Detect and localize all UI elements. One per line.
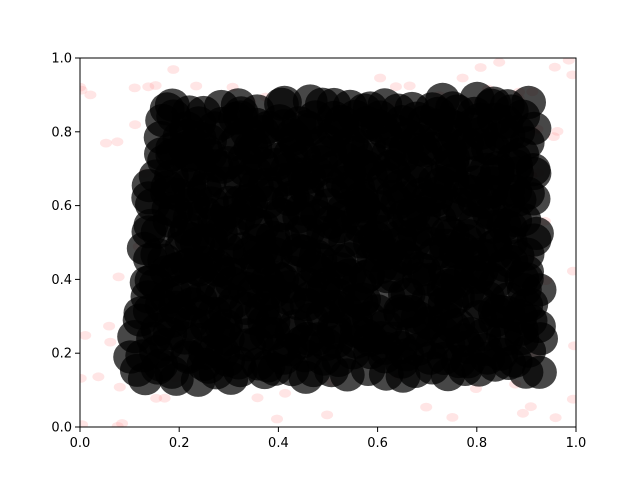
- x-axis: 0.0 0.2 0.4 0.6 0.8 1.0: [70, 427, 587, 451]
- scatter-point-faint: [403, 81, 416, 91]
- scatter-point-faint: [158, 393, 171, 403]
- scatter-point-faint: [566, 70, 576, 80]
- scatter-point-faint: [111, 422, 124, 427]
- scatter-point: [511, 85, 546, 119]
- scatter-point-faint: [111, 137, 124, 147]
- scatter-point-faint: [524, 402, 537, 412]
- scatter-point-faint: [456, 73, 469, 83]
- scatter-point-faint: [551, 126, 564, 136]
- x-tick-label: 0.8: [466, 436, 487, 451]
- scatter-point-faint: [104, 337, 117, 347]
- scatter-point-faint: [493, 58, 506, 67]
- scatter-point-faint: [549, 413, 562, 423]
- scatter-point-faint: [321, 410, 334, 420]
- scatter-point-faint: [142, 82, 155, 92]
- y-tick-label: 0.8: [51, 125, 72, 140]
- y-axis: 0.0 0.2 0.4 0.6 0.8 1.0: [51, 52, 80, 436]
- scatter-point-faint: [190, 81, 203, 91]
- y-tick-label: 0.2: [51, 347, 72, 362]
- scatter-point-faint: [374, 73, 387, 83]
- scatter-point-faint: [128, 83, 141, 93]
- scatter-point-faint: [116, 419, 129, 427]
- x-tick-label: 0.4: [268, 436, 289, 451]
- scatter-point-faint: [92, 372, 105, 382]
- scatter-point-faint: [562, 58, 575, 65]
- scatter-point-faint: [80, 420, 89, 427]
- scatter-point-faint: [80, 374, 87, 383]
- scatter-point-faint: [84, 90, 97, 100]
- y-tick-label: 1.0: [51, 52, 72, 67]
- x-tick-label: 0.6: [367, 436, 388, 451]
- scatter-point-faint: [279, 388, 292, 398]
- scatter-point-faint: [80, 82, 86, 92]
- scatter-point-faint: [389, 82, 402, 92]
- scatter-point-faint: [80, 331, 92, 340]
- scatter-point-faint: [516, 408, 529, 418]
- scatter-point-faint: [149, 81, 162, 90]
- x-tick-label: 1.0: [566, 436, 587, 451]
- scatter-point-faint: [100, 138, 112, 148]
- scatter-point-faint: [271, 414, 283, 424]
- plot-frame: [79, 57, 577, 428]
- scatter-point: [267, 85, 302, 119]
- y-tick-label: 0.4: [51, 273, 72, 288]
- x-tick-label: 0.0: [70, 436, 91, 451]
- scatter-point-faint: [568, 341, 576, 351]
- scatter-point-faint: [420, 402, 433, 412]
- scatter-point-faint: [548, 62, 561, 72]
- y-tick-label: 0.6: [51, 199, 72, 214]
- scatter-point-faint: [547, 132, 560, 142]
- scatter-point-faint: [251, 393, 264, 403]
- y-tick-label: 0.0: [51, 421, 72, 436]
- scatter-point-faint: [103, 321, 116, 331]
- scatter-point-faint: [567, 266, 576, 276]
- scatter-point-faint: [112, 272, 125, 282]
- scatter-point-faint: [113, 382, 126, 392]
- scatter-point-faint: [150, 393, 163, 403]
- scatter-point-faint: [167, 65, 180, 74]
- scatter-point-faint: [566, 394, 576, 404]
- scatter-point-faint: [446, 413, 459, 422]
- x-tick-label: 0.2: [169, 436, 190, 451]
- scatter-point-faint: [129, 120, 142, 130]
- dense-points-layer: [113, 81, 558, 397]
- scatter-point-faint: [80, 85, 88, 95]
- scatter-point-faint: [474, 63, 487, 72]
